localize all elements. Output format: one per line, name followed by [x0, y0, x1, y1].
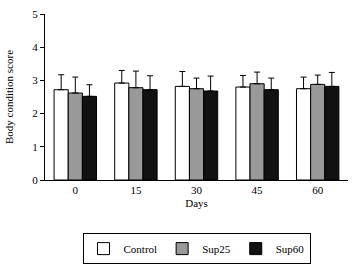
svg-text:Sup60: Sup60: [276, 243, 305, 255]
svg-text:3: 3: [32, 74, 38, 86]
svg-text:0: 0: [73, 184, 79, 196]
svg-text:2: 2: [32, 107, 38, 119]
svg-text:30: 30: [191, 184, 203, 196]
svg-text:60: 60: [312, 184, 324, 196]
svg-text:45: 45: [252, 184, 264, 196]
svg-text:Days: Days: [185, 197, 208, 209]
svg-text:Body condition score: Body condition score: [3, 50, 15, 144]
svg-text:5: 5: [32, 8, 38, 20]
svg-text:1: 1: [32, 141, 38, 153]
svg-text:4: 4: [32, 41, 38, 53]
svg-text:Control: Control: [124, 243, 158, 255]
svg-text:15: 15: [130, 184, 142, 196]
svg-text:0: 0: [32, 174, 38, 186]
svg-text:Sup25: Sup25: [202, 243, 231, 255]
